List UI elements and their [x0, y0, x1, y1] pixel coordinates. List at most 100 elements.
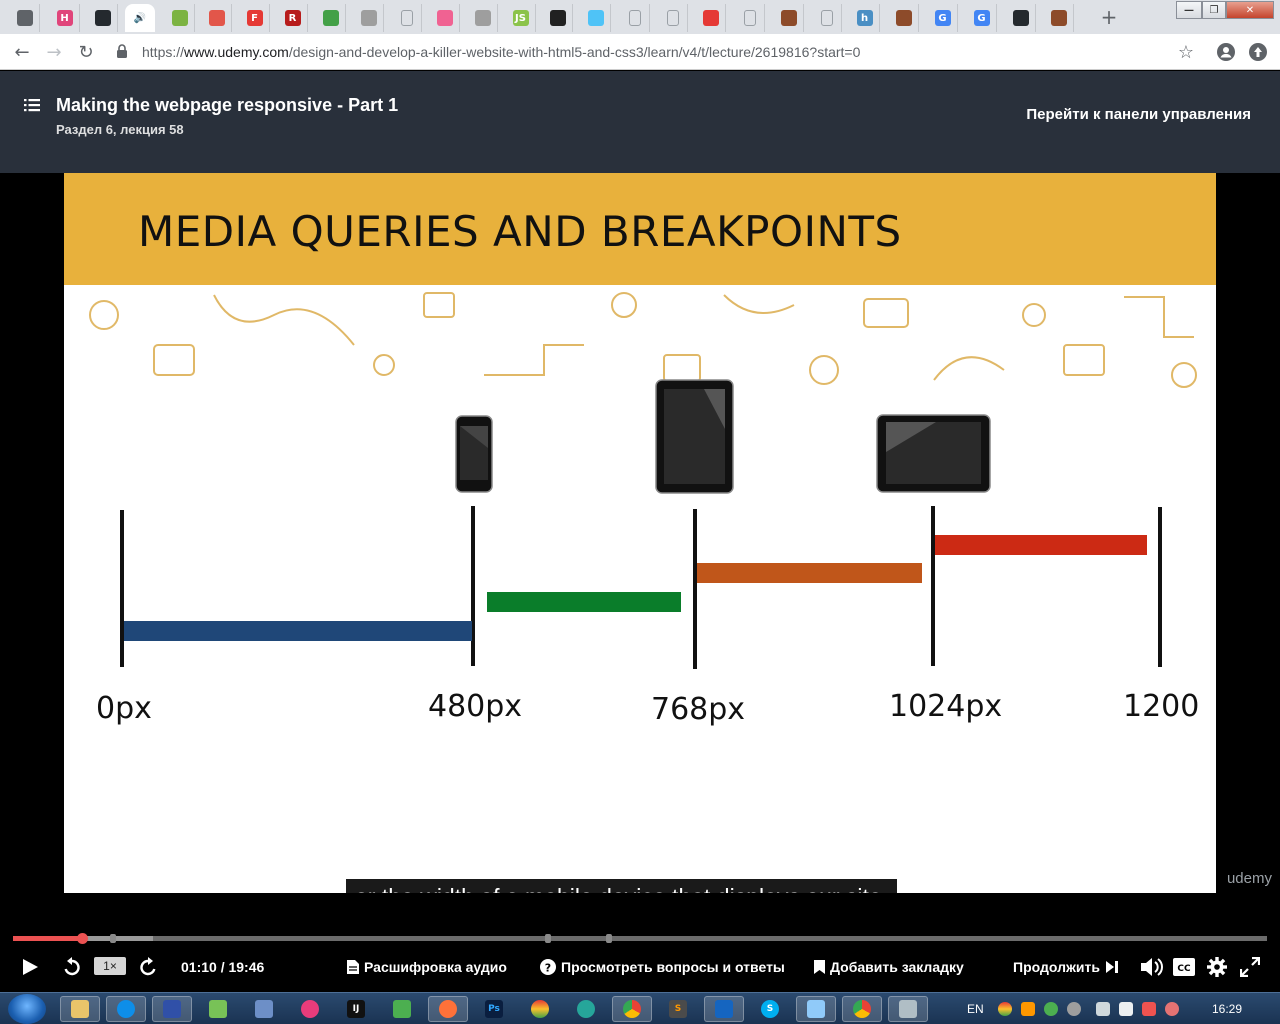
qa-button[interactable]: ? Просмотреть вопросы и ответы	[540, 955, 785, 979]
taskbar-app-ai[interactable]	[888, 996, 928, 1022]
browser-tab[interactable]	[658, 4, 688, 32]
taskbar-android[interactable]	[198, 996, 238, 1022]
browser-tab[interactable]	[468, 4, 498, 32]
teamviewer-icon	[117, 1000, 135, 1018]
taskbar-app-color[interactable]	[520, 996, 560, 1022]
start-button[interactable]	[8, 994, 46, 1024]
taskbar-flickr[interactable]	[290, 996, 330, 1022]
taskbar-app-bracket[interactable]	[704, 996, 744, 1022]
browser-tab[interactable]	[165, 4, 195, 32]
h-square-icon: h	[856, 10, 873, 26]
diamond-red-icon	[208, 10, 225, 26]
back-button[interactable]: ←	[10, 40, 34, 64]
captions-button[interactable]: CC	[1173, 955, 1195, 979]
taskbar-firefox[interactable]	[428, 996, 468, 1022]
play-button[interactable]	[20, 955, 40, 979]
browser-tab[interactable]: H	[50, 4, 80, 32]
taskbar-calculator[interactable]	[796, 996, 836, 1022]
progress-handle[interactable]	[76, 933, 88, 944]
browser-tab[interactable]	[696, 4, 726, 32]
new-tab-button[interactable]: +	[1100, 5, 1118, 29]
go-to-dashboard-link[interactable]: Перейти к панели управления	[1026, 106, 1251, 123]
maximize-button[interactable]: ❐	[1202, 1, 1226, 19]
browser-tab[interactable]: 🔊	[125, 4, 155, 32]
android-icon	[209, 1000, 227, 1018]
playback-speed-button[interactable]: 1×	[94, 957, 126, 975]
language-indicator[interactable]: EN	[967, 1002, 984, 1016]
update-button[interactable]	[1246, 40, 1270, 64]
browser-tab[interactable]	[202, 4, 232, 32]
tray-color-icon[interactable]	[998, 1002, 1012, 1016]
taskbar-explorer[interactable]	[60, 996, 100, 1022]
taskbar-intellij[interactable]: IJ	[336, 996, 376, 1022]
minimize-button[interactable]: —	[1176, 1, 1202, 19]
bookmark-star-button[interactable]: ☆	[1174, 40, 1198, 64]
browser-tab[interactable]: h	[850, 4, 880, 32]
speaker-icon[interactable]	[1119, 1002, 1133, 1016]
slide-title: MEDIA QUERIES AND BREAKPOINTS	[138, 207, 902, 256]
settings-button[interactable]	[1207, 955, 1227, 979]
volume-button[interactable]	[1141, 955, 1163, 979]
browser-tab[interactable]: G	[967, 4, 997, 32]
video-player[interactable]: MEDIA QUERIES AND BREAKPOINTS	[0, 173, 1280, 893]
forward-seek-button[interactable]	[138, 955, 158, 979]
address-bar[interactable]: https://www.udemy.com/design-and-develop…	[106, 39, 1206, 65]
browser-tab[interactable]	[735, 4, 765, 32]
browser-tab[interactable]: R	[278, 4, 308, 32]
taskbar-chrome-2[interactable]	[842, 996, 882, 1022]
taskbar-teamviewer[interactable]	[106, 996, 146, 1022]
tray-red-icon[interactable]	[1165, 1002, 1179, 1016]
forward-button[interactable]: →	[42, 40, 66, 64]
browser-tab[interactable]	[392, 4, 422, 32]
progress-played	[13, 936, 82, 941]
browser-tab[interactable]: G	[928, 4, 958, 32]
taskbar-virtualbox[interactable]	[244, 996, 284, 1022]
browser-tab[interactable]	[620, 4, 650, 32]
browser-tab[interactable]	[1044, 4, 1074, 32]
colorful-icon	[531, 1000, 549, 1018]
taskbar-sublime[interactable]: S	[658, 996, 698, 1022]
browser-tab[interactable]	[354, 4, 384, 32]
taskbar-photoshop[interactable]: Ps	[474, 996, 514, 1022]
taskbar-chrome[interactable]	[612, 996, 652, 1022]
close-window-button[interactable]: ✕	[1226, 1, 1274, 19]
curriculum-menu-icon[interactable]	[24, 98, 40, 112]
browser-tab[interactable]	[316, 4, 346, 32]
taskbar-app-teal[interactable]	[566, 996, 606, 1022]
leaf-icon	[393, 1000, 411, 1018]
clock[interactable]: 16:29	[1212, 1002, 1243, 1016]
r-icon: R	[284, 10, 301, 26]
browser-tab[interactable]	[88, 4, 118, 32]
page-icon	[666, 10, 679, 26]
progress-bar[interactable]	[13, 933, 1267, 944]
add-bookmark-button[interactable]: Добавить закладку	[814, 955, 964, 979]
browser-tab[interactable]	[812, 4, 842, 32]
continue-button[interactable]: Продолжить	[1013, 955, 1118, 979]
browser-tab[interactable]	[1006, 4, 1036, 32]
browser-tab[interactable]	[543, 4, 573, 32]
app-icon	[899, 1000, 917, 1018]
flag-icon[interactable]	[1142, 1002, 1156, 1016]
browser-tab[interactable]	[774, 4, 804, 32]
browser-tab[interactable]	[889, 4, 919, 32]
progress-marker[interactable]	[545, 934, 551, 943]
progress-marker[interactable]	[110, 934, 116, 943]
browser-tab[interactable]: F	[240, 4, 270, 32]
taskbar-floppy[interactable]	[152, 996, 192, 1022]
rewind-button[interactable]	[62, 955, 82, 979]
taskbar-skype[interactable]: S	[750, 996, 790, 1022]
browser-tab[interactable]: JS	[506, 4, 536, 32]
taskbar-app-green[interactable]	[382, 996, 422, 1022]
browser-tab[interactable]	[10, 4, 40, 32]
tray-green-icon[interactable]	[1044, 1002, 1058, 1016]
progress-marker[interactable]	[606, 934, 612, 943]
browser-tab[interactable]	[430, 4, 460, 32]
network-icon[interactable]	[1096, 1002, 1110, 1016]
browser-tab[interactable]	[581, 4, 611, 32]
tray-orange-icon[interactable]	[1021, 1002, 1035, 1016]
fullscreen-button[interactable]	[1240, 955, 1260, 979]
reload-button[interactable]: ↻	[74, 40, 98, 64]
profile-button[interactable]	[1214, 40, 1238, 64]
tray-gray-icon[interactable]	[1067, 1002, 1081, 1016]
transcript-button[interactable]: Расшифровка аудио	[347, 955, 507, 979]
